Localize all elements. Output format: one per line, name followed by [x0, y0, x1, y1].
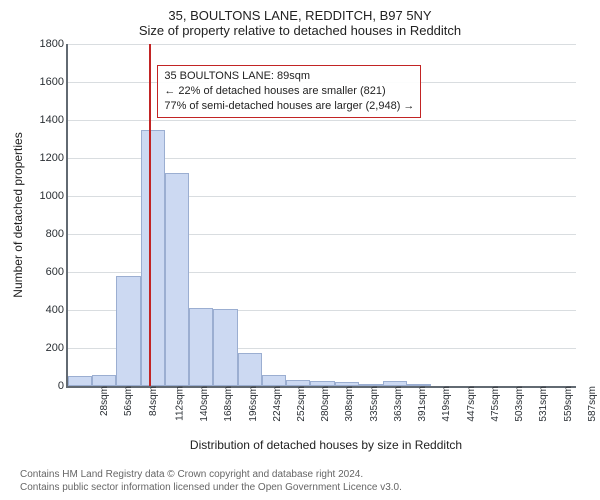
x-tick-label: 252sqm: [292, 386, 307, 422]
x-tick-label: 112sqm: [170, 386, 185, 421]
y-axis-title: Number of detached properties: [11, 132, 25, 297]
histogram-bar: [238, 353, 262, 386]
y-tick-label: 1800: [26, 38, 64, 50]
histogram-bar: [189, 308, 213, 386]
y-tick-label: 0: [26, 380, 64, 392]
reference-line: [149, 44, 151, 386]
x-tick-label: 447sqm: [461, 386, 476, 422]
y-tick-label: 1400: [26, 114, 64, 126]
x-tick-label: 308sqm: [340, 386, 355, 422]
x-tick-label: 587sqm: [583, 386, 598, 422]
y-tick-label: 1000: [26, 190, 64, 202]
x-tick-label: 503sqm: [510, 386, 525, 422]
x-tick-label: 280sqm: [316, 386, 331, 422]
histogram-chart: Number of detached properties 0200400600…: [66, 44, 574, 386]
x-tick-label: 84sqm: [144, 386, 159, 416]
histogram-bar: [92, 375, 116, 386]
footer-line: Contains HM Land Registry data © Crown c…: [20, 468, 586, 481]
attribution-footer: Contains HM Land Registry data © Crown c…: [20, 468, 586, 494]
y-tick-label: 600: [26, 266, 64, 278]
gridline: [68, 120, 576, 121]
x-tick-label: 140sqm: [195, 386, 210, 422]
x-tick-label: 391sqm: [413, 386, 428, 422]
plot-region: 02004006008001000120014001600180028sqm56…: [66, 44, 576, 388]
histogram-bar: [213, 309, 237, 386]
x-tick-label: 531sqm: [534, 386, 549, 422]
page-subtitle: Size of property relative to detached ho…: [14, 23, 586, 38]
y-tick-label: 1200: [26, 152, 64, 164]
x-axis-title: Distribution of detached houses by size …: [66, 438, 586, 452]
y-tick-label: 800: [26, 228, 64, 240]
annotation-line: ← 22% of detached houses are smaller (82…: [164, 84, 414, 99]
x-tick-label: 335sqm: [364, 386, 379, 422]
annotation-box: 35 BOULTONS LANE: 89sqm← 22% of detached…: [157, 65, 421, 118]
histogram-bar: [262, 375, 286, 386]
x-tick-label: 56sqm: [119, 386, 134, 416]
histogram-bar: [68, 376, 92, 386]
histogram-bar: [116, 276, 140, 386]
x-tick-label: 475sqm: [486, 386, 501, 422]
x-tick-label: 224sqm: [268, 386, 283, 422]
gridline: [68, 44, 576, 45]
x-tick-label: 419sqm: [437, 386, 452, 422]
footer-line: Contains public sector information licen…: [20, 481, 586, 494]
y-tick-label: 200: [26, 342, 64, 354]
y-tick-label: 1600: [26, 76, 64, 88]
page-title: 35, BOULTONS LANE, REDDITCH, B97 5NY: [14, 8, 586, 23]
annotation-line: 35 BOULTONS LANE: 89sqm: [164, 69, 414, 84]
x-tick-label: 196sqm: [243, 386, 258, 422]
x-tick-label: 168sqm: [219, 386, 234, 422]
annotation-line: 77% of semi-detached houses are larger (…: [164, 99, 414, 114]
x-tick-label: 28sqm: [95, 386, 110, 416]
y-tick-label: 400: [26, 304, 64, 316]
histogram-bar: [141, 130, 165, 386]
x-tick-label: 559sqm: [558, 386, 573, 422]
x-tick-label: 363sqm: [389, 386, 404, 422]
histogram-bar: [165, 173, 189, 386]
